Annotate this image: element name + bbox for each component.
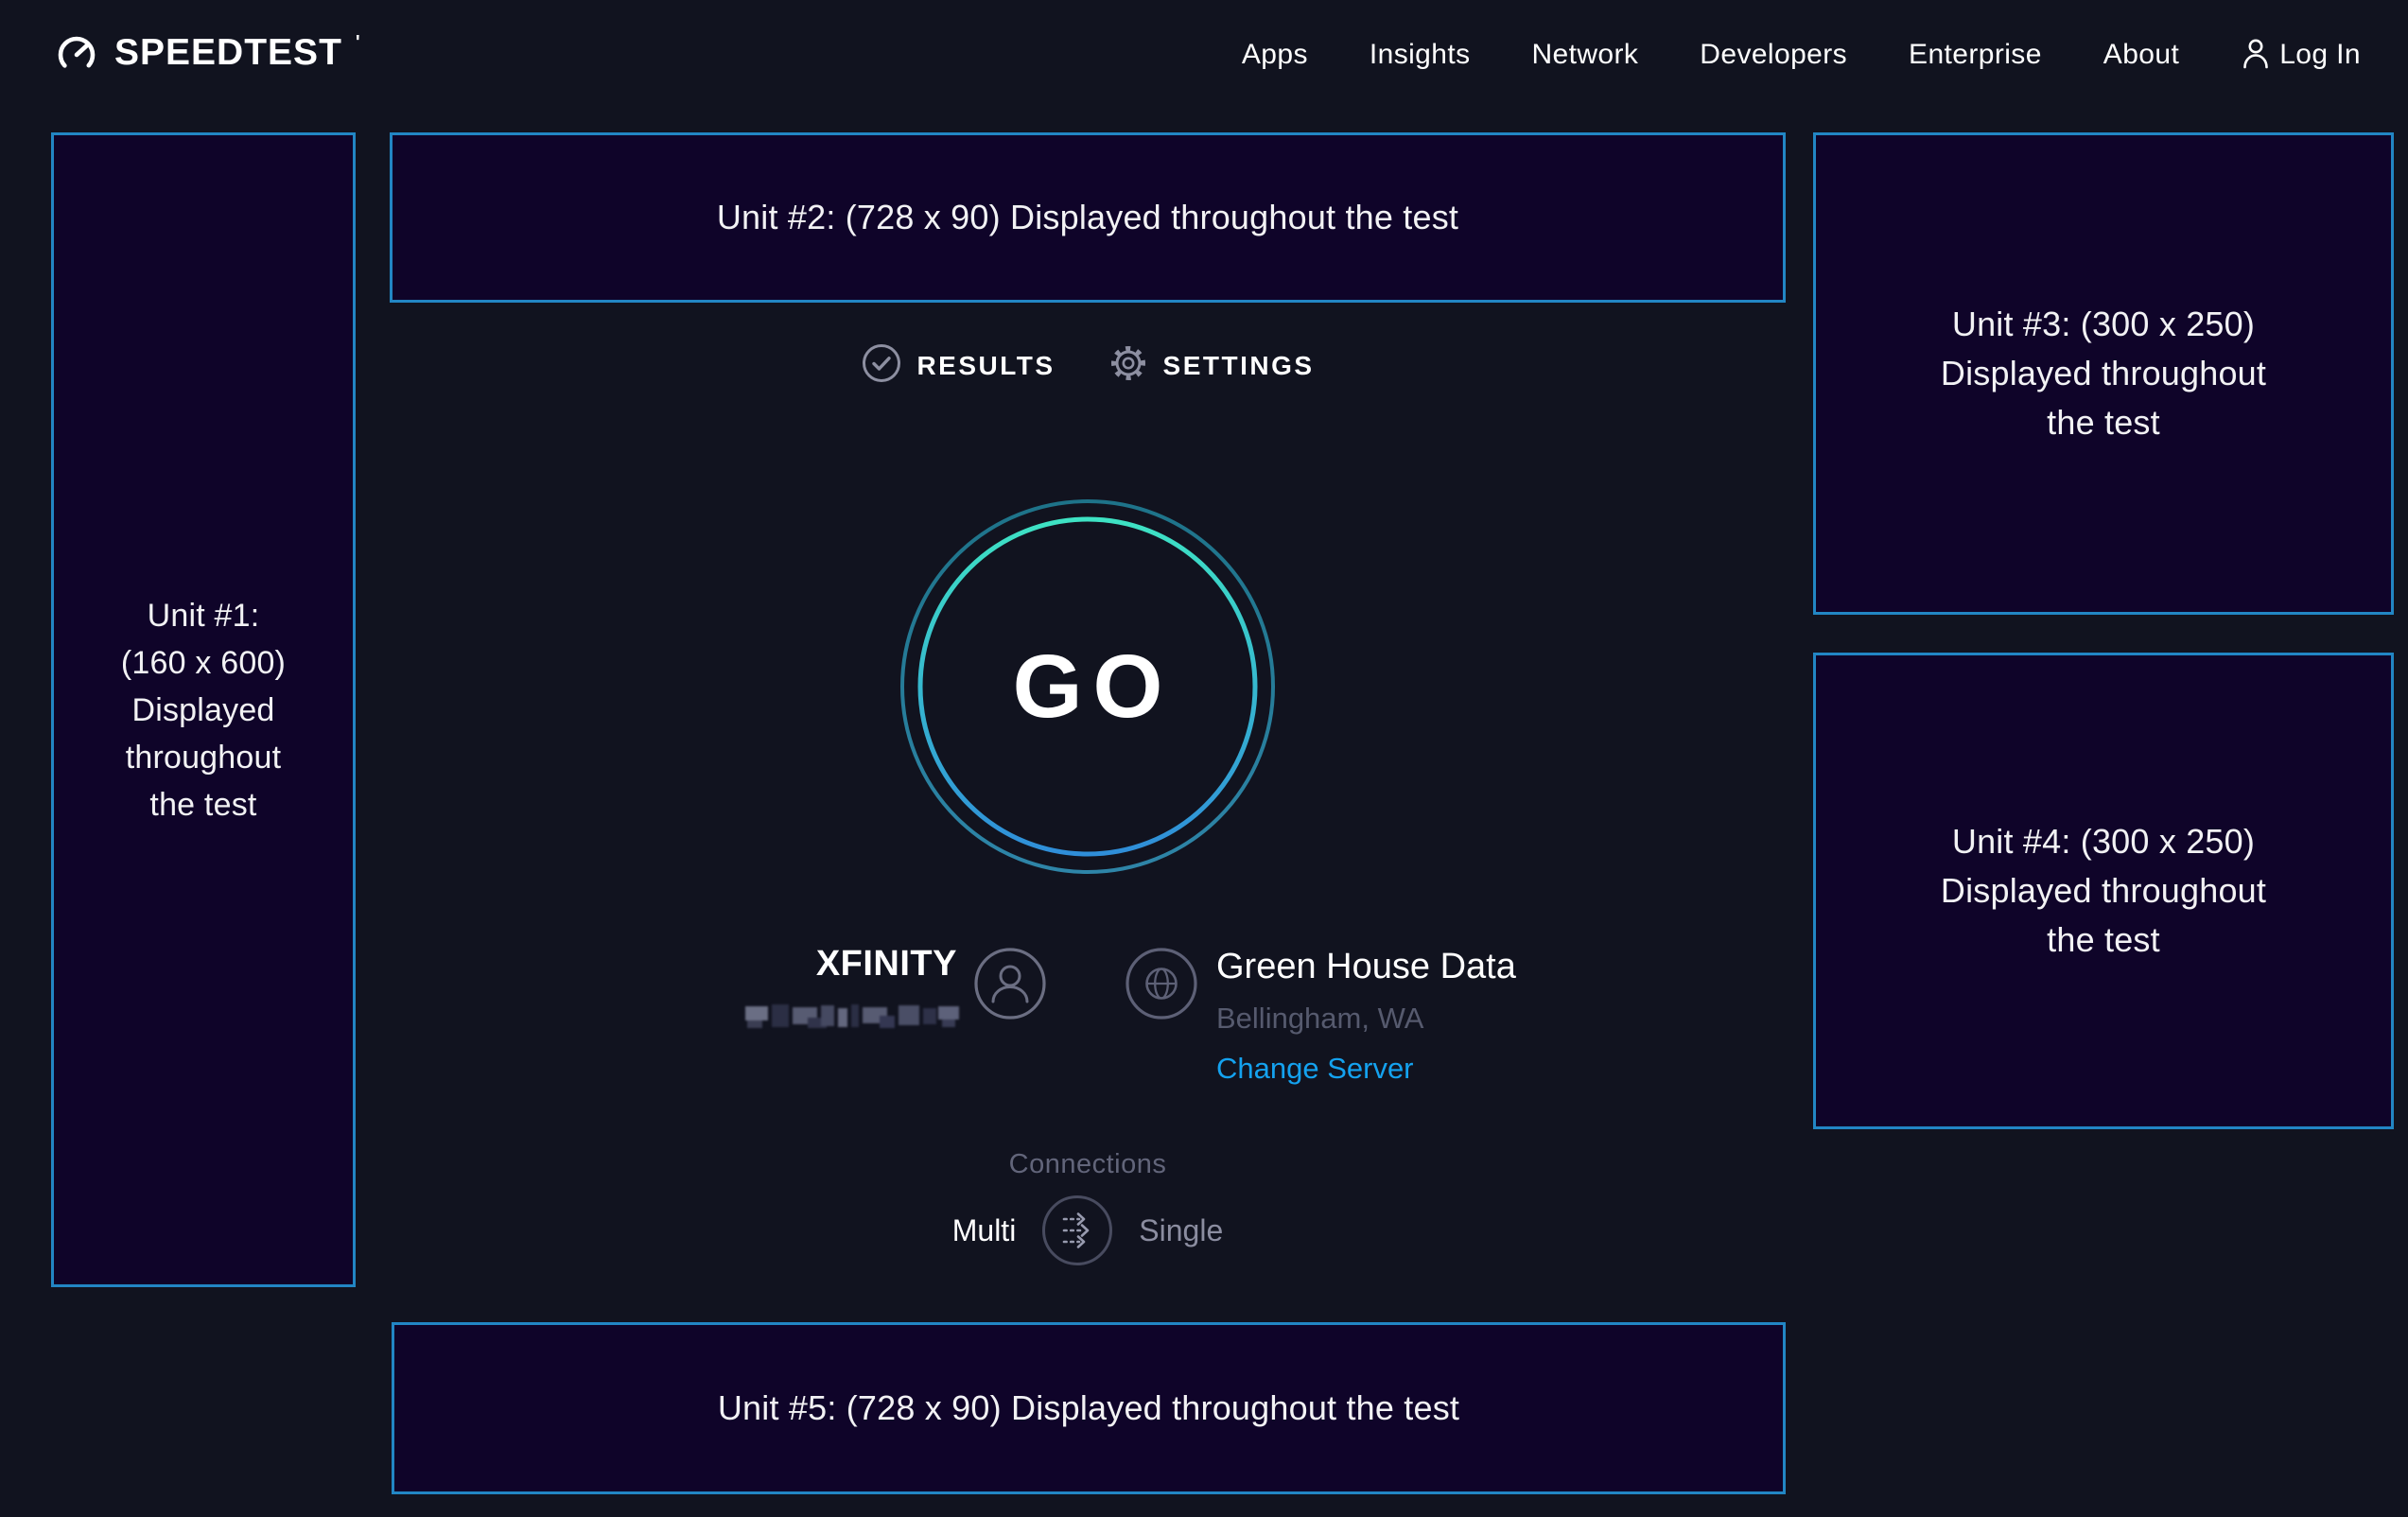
- nav-item-insights[interactable]: Insights: [1369, 39, 1471, 70]
- ad-unit-2-leaderboard-top[interactable]: Unit #2: (728 x 90) Displayed throughout…: [390, 132, 1786, 303]
- tabs-row: RESULTS SETTINGS: [390, 342, 1786, 389]
- person-icon: [2241, 36, 2271, 75]
- nav-list: Apps Insights Network Developers Enterpr…: [1242, 36, 2361, 75]
- server-location: Bellingham, WA: [1216, 1002, 1424, 1035]
- server-info: Green House Data Bellingham, WA Change S…: [1216, 946, 1516, 1086]
- ad-unit-5-leaderboard-bottom[interactable]: Unit #5: (728 x 90) Displayed throughout…: [392, 1322, 1786, 1494]
- connections-multi-option[interactable]: Multi: [951, 1212, 1017, 1247]
- ip-address-redacted: [745, 999, 959, 1037]
- nav-item-about[interactable]: About: [2103, 39, 2180, 70]
- user-circle-icon: [972, 946, 1048, 1021]
- ad-unit-1-skyscraper[interactable]: Unit #1: (160 x 600) Displayed throughou…: [51, 132, 356, 1287]
- ad-unit-4-text: Unit #4: (300 x 250) Displayed throughou…: [1940, 822, 2267, 959]
- navbar: SPEEDTEST ' Apps Insights Network Develo…: [0, 0, 2408, 110]
- tab-settings-label: SETTINGS: [1162, 350, 1315, 380]
- nav-item-developers[interactable]: Developers: [1700, 39, 1848, 70]
- ad-unit-4-rectangle[interactable]: Unit #4: (300 x 250) Displayed throughou…: [1813, 653, 2394, 1129]
- globe-icon: [1124, 946, 1199, 1021]
- nav-item-enterprise[interactable]: Enterprise: [1909, 39, 2042, 70]
- ad-unit-3-rectangle[interactable]: Unit #3: (300 x 250) Displayed throughou…: [1813, 132, 2394, 615]
- go-button-rings: [900, 499, 1275, 874]
- tab-results-label: RESULTS: [916, 350, 1056, 380]
- go-button-label: GO: [1012, 636, 1174, 737]
- nav-item-network[interactable]: Network: [1531, 39, 1639, 70]
- tab-results[interactable]: RESULTS: [861, 342, 1055, 389]
- login-label: Log In: [2279, 39, 2361, 70]
- brand-trademark: ': [355, 31, 360, 53]
- nav-item-apps[interactable]: Apps: [1241, 39, 1308, 70]
- ad-unit-5-text: Unit #5: (728 x 90) Displayed throughout…: [717, 1388, 1460, 1427]
- login-button[interactable]: Log In: [2241, 36, 2361, 75]
- connections-row: Multi Single: [390, 1194, 1786, 1267]
- connections-single-option[interactable]: Single: [1139, 1212, 1224, 1247]
- brand-logo[interactable]: SPEEDTEST ': [52, 28, 360, 82]
- tab-settings[interactable]: SETTINGS: [1108, 342, 1315, 389]
- ad-unit-3-text: Unit #3: (300 x 250) Displayed throughou…: [1940, 305, 2267, 442]
- ad-unit-1-text: Unit #1: (160 x 600) Displayed throughou…: [120, 597, 287, 823]
- connections-toggle-icon[interactable]: [1040, 1194, 1114, 1267]
- server-name: Green House Data: [1216, 947, 1516, 986]
- speedometer-gauge-icon: [52, 28, 101, 82]
- connections-label: Connections: [1008, 1149, 1167, 1179]
- go-button[interactable]: GO: [887, 486, 1288, 887]
- gear-icon: [1108, 342, 1149, 389]
- isp-name: XFINITY: [815, 944, 957, 984]
- ad-unit-2-text: Unit #2: (728 x 90) Displayed throughout…: [716, 198, 1459, 236]
- change-server-link[interactable]: Change Server: [1216, 1052, 1414, 1085]
- brand-name: SPEEDTEST: [114, 31, 342, 73]
- test-area: RESULTS SETTINGS: [390, 0, 1786, 1517]
- check-circle-icon: [861, 342, 902, 389]
